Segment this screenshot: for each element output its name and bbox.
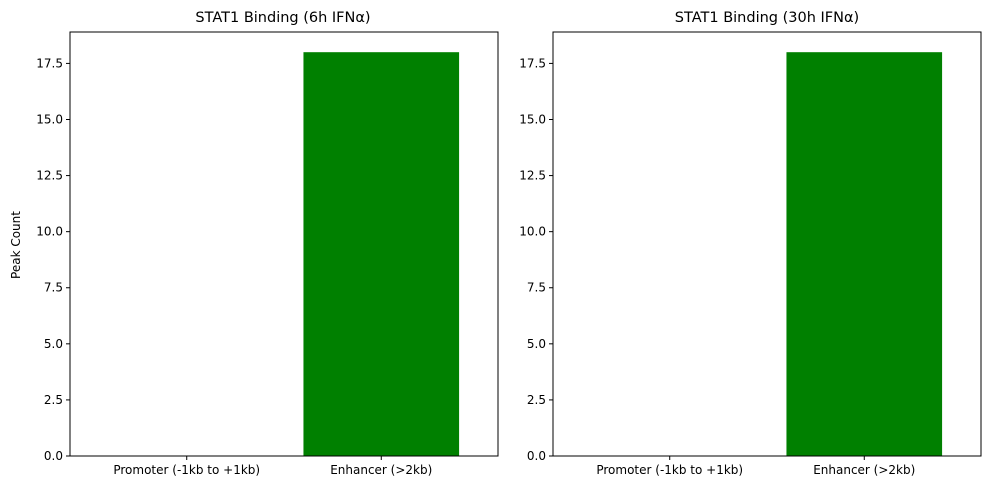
- chart-left-bar-1: [303, 52, 460, 456]
- chart-right-y-tick-label-1: 2.5: [527, 393, 546, 407]
- chart-right-y-tick-label-3: 7.5: [527, 281, 546, 295]
- chart-right: STAT1 Binding (30h IFNα) 0.0 2.5 5.0 7.5 10.…: [519, 10, 982, 477]
- chart-left-y-tick-label-4: 10.0: [36, 225, 63, 239]
- chart-right-title: STAT1 Binding (30h IFNα): [675, 10, 859, 26]
- chart-left-bars: [303, 52, 460, 456]
- chart-left-y-tick-label-6: 15.0: [36, 112, 63, 126]
- chart-right-y-tick-label-5: 12.5: [519, 169, 546, 183]
- chart-left-y-tick-label-1: 2.5: [44, 393, 63, 407]
- chart-left-x-tick-label-1: Enhancer (>2kb): [330, 463, 432, 477]
- chart-right-x-tick-label-0: Promoter (-1kb to +1kb): [596, 463, 743, 477]
- chart-right-x-tick-label-1: Enhancer (>2kb): [813, 463, 915, 477]
- chart-left-y-tick-label-0: 0.0: [44, 449, 63, 463]
- chart-left-y-tick-label-3: 7.5: [44, 281, 63, 295]
- chart-left-y-ticks: 0.0 2.5 5.0 7.5 10.0 12.5 15.0 17.5: [36, 56, 70, 463]
- chart-left-x-ticks: Promoter (-1kb to +1kb) Enhancer (>2kb): [113, 456, 432, 477]
- chart-right-bars: [786, 52, 943, 456]
- chart-right-y-tick-label-6: 15.0: [519, 112, 546, 126]
- chart-left-y-tick-label-7: 17.5: [36, 56, 63, 70]
- chart-right-y-tick-label-2: 5.0: [527, 337, 546, 351]
- chart-left: STAT1 Binding (6h IFNα) Peak Count 0.0 2.…: [9, 10, 499, 477]
- chart-right-frame: [552, 31, 982, 457]
- chart-right-bar-1: [786, 52, 943, 456]
- chart-left-ylabel: Peak Count: [9, 211, 23, 279]
- chart-left-y-tick-label-5: 12.5: [36, 169, 63, 183]
- chart-right-y-tick-label-7: 17.5: [519, 56, 546, 70]
- chart-right-x-ticks: Promoter (-1kb to +1kb) Enhancer (>2kb): [596, 456, 915, 477]
- chart-right-y-ticks: 0.0 2.5 5.0 7.5 10.0 12.5 15.0 17.5: [519, 56, 553, 463]
- chart-left-title: STAT1 Binding (6h IFNα): [195, 10, 370, 26]
- chart-left-frame: [69, 31, 499, 457]
- chart-right-y-tick-label-0: 0.0: [527, 449, 546, 463]
- chart-right-y-tick-label-4: 10.0: [519, 225, 546, 239]
- chart-left-x-tick-label-0: Promoter (-1kb to +1kb): [113, 463, 260, 477]
- chart-left-y-tick-label-2: 5.0: [44, 337, 63, 351]
